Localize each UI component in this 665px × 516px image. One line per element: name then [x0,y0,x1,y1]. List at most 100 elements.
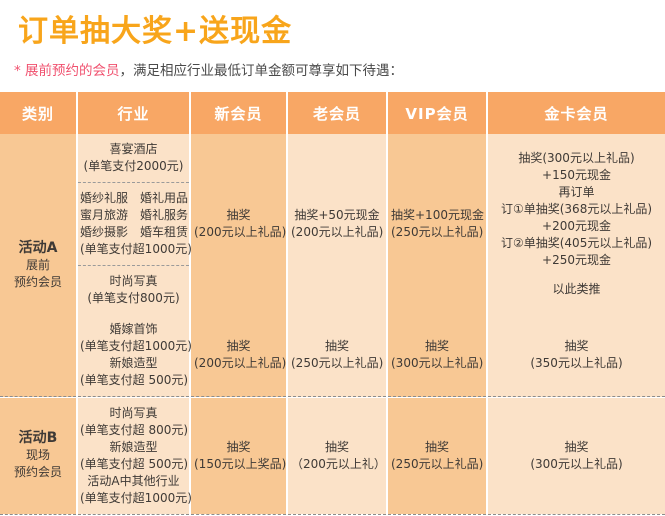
category-sub2: 预约会员 [13,465,62,479]
industry-line: (单笔支付超 500元) [80,373,189,387]
subtitle-highlight: * 展前预约的会员 [14,63,120,79]
cell-new-member: 抽奖 (150元以上奖品) [190,397,288,514]
cell-vip-member-line: (300元以上礼品) [391,356,484,370]
cell-new-member-line: (200元以上礼品) [194,225,287,239]
table-body: 活动A 展前预约会员 喜宴酒店 (单笔支付2000元) 婚纱礼服 婚礼用品 蜜月旅游 婚礼… [0,134,665,515]
industry-group-cell: 婚嫁首饰 (单笔支付超1000元) 新娘造型 (单笔支付超 500元) [78,314,192,396]
industry-line: 婚纱摄影 婚车租赁 [80,225,189,239]
cell-gold-member-line: (300元以上礼品) [530,456,623,471]
industry-group-cell: 婚纱礼服 婚礼用品 蜜月旅游 婚礼服务 婚纱摄影 婚车租赁 (单笔支付超1000元) [78,182,192,266]
industry-group-cell: 时尚写真 (单笔支付800元) [78,266,189,315]
cell-old-member: 抽奖 (250元以上礼品) [287,314,388,397]
row-separator-line [0,396,665,398]
cell-gold-member: 抽奖 (300元以上礼品) [487,397,665,514]
industry-line: (单笔支付超1000元) [80,490,192,505]
cell-old-member: 抽奖 （200元以上礼） [287,397,388,514]
industry-group: 婚嫁首饰 (单笔支付超1000元) 新娘造型 (单笔支付超 500元) [78,314,192,396]
industry-line: 蜜月旅游 婚礼服务 [80,208,189,222]
table-row: 婚嫁首饰 (单笔支付超1000元) 新娘造型 (单笔支付超 500元) 抽奖 (200元以… [0,314,665,397]
cell-new-member: 抽奖 (200元以上礼品) [190,134,288,314]
cell-old-member-line: 抽奖+50元现金 [294,208,380,222]
cell-gold-member: 抽奖(300元以上礼品) +150元现金 再订单订①单抽奖(368元以上礼品) +20… [487,134,665,314]
cell-gold-member-line: (350元以上礼品) [530,356,623,370]
industry-line: (单笔支付2000元) [83,159,184,173]
cell-gold-member-line: 再订单 [558,185,595,199]
benefits-table: 类别 行业 新会员 老会员 VIP会员 金卡会员 活动A 展前预约会员 喜宴酒店 (单… [0,92,665,515]
industry-line: 时尚写真 [109,274,158,288]
page-subtitle: * 展前预约的会员，满足相应行业最低订单金额可尊享如下待遇： [14,61,403,81]
col-header-new: 新会员 [190,92,288,134]
cell-gold-member-line: 以此类推 [552,282,601,296]
industry-group-cell: 喜宴酒店 (单笔支付2000元) [78,134,189,183]
row-separator-line [0,513,665,515]
industry-group-cell: 时尚写真 (单笔支付超 800元) 新娘造型 (单笔支付超 500元) 活动A中其他行业… [78,398,192,514]
industry-subtable: 婚嫁首饰 (单笔支付超1000元) 新娘造型 (单笔支付超 500元) [78,314,192,396]
industry-line: 活动A中其他行业 [87,473,180,488]
industry-line: 新娘造型 [109,356,158,370]
cell-new-member-line: 抽奖 [226,439,251,454]
cell-industry: 婚嫁首饰 (单笔支付超1000元) 新娘造型 (单笔支付超 500元) [77,314,192,397]
cell-industry: 时尚写真 (单笔支付超 800元) 新娘造型 (单笔支付超 500元) 活动A中其他行业… [77,397,192,514]
industry-group: 时尚写真 (单笔支付超 800元) 新娘造型 (单笔支付超 500元) 活动A中其他行业… [78,398,192,514]
industry-line: 新娘造型 [109,439,158,454]
cell-vip-member-line: 抽奖 [424,339,449,353]
industry-line: (单笔支付超1000元) [80,242,192,256]
industry-line: (单笔支付超 800元) [80,422,189,437]
cell-gold-member: 抽奖 (350元以上礼品) [487,314,665,397]
industry-line: (单笔支付800元) [87,291,180,305]
category-sub2: 预约会员 [13,274,62,289]
cell-gold-member-spacer [491,269,662,281]
category-name: 活动A [18,239,58,256]
table-header-row: 类别 行业 新会员 老会员 VIP会员 金卡会员 [0,92,665,134]
cell-vip-member-line: (250元以上礼品) [391,225,484,239]
industry-line: 喜宴酒店 [109,142,158,156]
row-separator [0,396,665,398]
table-row: 活动B 现场预约会员 时尚写真 (单笔支付超 800元) 新娘造型 (单笔支付超 500元… [0,397,665,514]
category-sub1: 展前 [25,257,50,272]
col-header-vip: VIP会员 [387,92,488,134]
cell-old-member-line: (250元以上礼品) [291,356,384,370]
cell-old-member-line: 抽奖 [324,339,349,353]
subtitle-rest: ，满足相应行业最低订单金额可尊享如下待遇： [119,63,404,79]
cell-gold-member-line: +200元现金 [542,219,611,233]
cell-new-member-line: (150元以上奖品) [194,456,287,471]
cell-gold-member-line: 订①单抽奖(368元以上礼品) [500,202,653,216]
industry-subtable: 喜宴酒店 (单笔支付2000元) 婚纱礼服 婚礼用品 蜜月旅游 婚礼服务 婚纱摄影 婚车… [78,134,192,315]
col-header-category: 类别 [0,92,78,134]
cell-old-member-line: (200元以上礼品) [291,225,384,239]
cell-category: 活动B 现场预约会员 [0,397,78,514]
cell-vip-member: 抽奖 (300元以上礼品) [387,314,488,397]
industry-subtable: 时尚写真 (单笔支付超 800元) 新娘造型 (单笔支付超 500元) 活动A中其他行业… [78,398,192,514]
category-name: 活动B [18,430,58,446]
cell-gold-member-line: 订②单抽奖(405元以上礼品) [500,236,653,250]
industry-group: 喜宴酒店 (单笔支付2000元) [78,134,189,183]
col-header-old: 老会员 [287,92,388,134]
cell-old-member-line: 抽奖 [324,439,349,454]
cell-new-member-line: (200元以上礼品) [194,356,287,370]
industry-line: (单笔支付超 500元) [80,456,189,471]
industry-line: 时尚写真 [109,405,158,420]
page-title: 订单抽大奖+送现金 [18,14,293,49]
industry-line: 婚嫁首饰 [109,322,158,336]
industry-line: (单笔支付超1000元) [80,339,192,353]
cell-gold-member-line: 抽奖 [564,339,589,353]
cell-old-member-line: （200元以上礼） [291,456,386,471]
cell-gold-member-line: 抽奖 [564,439,589,454]
row-separator [0,513,665,515]
industry-line: 婚纱礼服 婚礼用品 [80,191,189,205]
cell-gold-member-line: 抽奖(300元以上礼品) [518,151,635,165]
cell-industry: 喜宴酒店 (单笔支付2000元) 婚纱礼服 婚礼用品 蜜月旅游 婚礼服务 婚纱摄影 婚车… [77,134,192,315]
table-row: 活动A 展前预约会员 喜宴酒店 (单笔支付2000元) 婚纱礼服 婚礼用品 蜜月旅游 婚礼… [0,134,665,397]
cell-category: 活动A 展前预约会员 [0,134,78,397]
cell-vip-member: 抽奖+100元现金 (250元以上礼品) [387,134,488,314]
cell-new-member: 抽奖 (200元以上礼品) [190,314,288,397]
col-header-gold: 金卡会员 [487,92,665,134]
cell-gold-member-line: +150元现金 [542,168,611,182]
cell-vip-member-line: (250元以上礼品) [391,456,484,471]
cell-vip-member-line: 抽奖+100元现金 [391,208,484,222]
cell-vip-member-line: 抽奖 [424,439,449,454]
cell-gold-member-line: +250元现金 [542,253,611,267]
cell-vip-member: 抽奖 (250元以上礼品) [387,397,488,514]
category-sub1: 现场 [25,448,50,462]
